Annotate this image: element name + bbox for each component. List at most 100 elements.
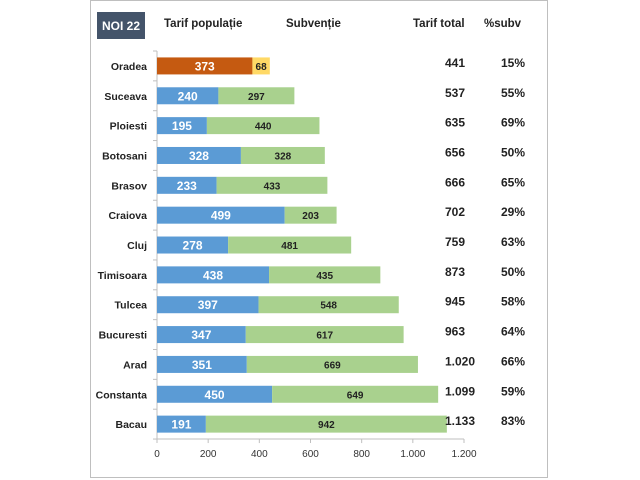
category-label: Timisoara xyxy=(98,270,148,282)
bar-tarif-populatie xyxy=(157,176,217,194)
bar-subventie xyxy=(218,87,295,105)
bar-tarif-populatie xyxy=(157,146,241,164)
bar-subventie xyxy=(269,266,381,284)
data-label-subventie: 440 xyxy=(255,122,272,133)
data-label-subventie: 203 xyxy=(302,211,319,222)
data-label-subventie: 433 xyxy=(264,181,281,192)
pct-subv-value: 59% xyxy=(501,384,525,398)
x-tick-label: 1.000 xyxy=(400,449,425,460)
pct-subv-value: 50% xyxy=(501,145,525,159)
data-label-subventie: 548 xyxy=(320,301,337,312)
data-label-tarif-populatie: 438 xyxy=(203,268,223,282)
bar-subventie xyxy=(245,326,404,344)
tarif-total-value: 759 xyxy=(445,235,465,249)
category-label: Oradea xyxy=(111,61,147,73)
data-label-tarif-populatie: 347 xyxy=(191,328,211,342)
tarif-total-value: 702 xyxy=(445,205,465,219)
data-label-subventie: 617 xyxy=(316,331,333,342)
x-tick-label: 800 xyxy=(353,449,370,460)
bar-subventie xyxy=(205,415,447,433)
category-label: Craiova xyxy=(108,210,147,222)
bar-tarif-populatie xyxy=(157,117,207,135)
data-label-tarif-populatie: 233 xyxy=(177,179,197,193)
bar-tarif-populatie xyxy=(157,385,273,403)
pct-subv-value: 15% xyxy=(501,56,525,70)
bar-tarif-populatie xyxy=(157,206,285,224)
category-label: Tulcea xyxy=(115,300,148,312)
pct-subv-value: 65% xyxy=(501,175,525,189)
header-tarif-populatie: Tarif populație xyxy=(164,18,243,30)
bar-tarif-populatie xyxy=(157,326,246,344)
header-tarif-total: Tarif total xyxy=(413,18,465,30)
data-label-subventie: 297 xyxy=(248,92,265,103)
data-label-tarif-populatie: 373 xyxy=(195,59,215,73)
tarif-total-value: 635 xyxy=(445,116,465,130)
data-label-subventie: 481 xyxy=(281,241,298,252)
data-label-tarif-populatie: 351 xyxy=(192,358,212,372)
tarif-total-value: 873 xyxy=(445,265,465,279)
pct-subv-value: 55% xyxy=(501,86,525,100)
data-label-tarif-populatie: 240 xyxy=(178,89,198,103)
tarif-total-value: 1.133 xyxy=(445,414,475,428)
data-label-subventie: 328 xyxy=(275,151,292,162)
header-pct-subv: %subv xyxy=(484,18,522,30)
bar-tarif-populatie xyxy=(157,57,253,75)
category-label: Arad xyxy=(123,359,147,371)
bar-tarif-populatie xyxy=(157,415,206,433)
bar-subventie xyxy=(258,296,399,314)
data-label-tarif-populatie: 278 xyxy=(183,239,203,253)
x-tick-label: 200 xyxy=(200,449,217,460)
category-label: Cluj xyxy=(127,240,147,252)
data-label-subventie: 669 xyxy=(324,360,341,371)
category-label: Constanta xyxy=(96,389,147,401)
header-subventie: Subvenție xyxy=(286,18,341,30)
bar-tarif-populatie xyxy=(157,296,259,314)
pct-subv-value: 58% xyxy=(501,295,525,309)
data-label-tarif-populatie: 450 xyxy=(205,388,225,402)
x-tick-label: 600 xyxy=(302,449,319,460)
x-tick-label: 1.200 xyxy=(451,449,476,460)
data-label-tarif-populatie: 499 xyxy=(211,209,231,223)
pct-subv-value: 29% xyxy=(501,205,525,219)
data-label-tarif-populatie: 397 xyxy=(198,298,218,312)
bar-subventie xyxy=(216,176,328,194)
tarif-total-value: 537 xyxy=(445,86,465,100)
bar-subventie xyxy=(240,146,325,164)
data-label-subventie: 435 xyxy=(316,271,333,282)
period-badge: NOI 22 xyxy=(97,12,145,39)
category-label: Ploiesti xyxy=(110,121,147,133)
tarif-total-value: 441 xyxy=(445,56,465,70)
category-label: Bucuresti xyxy=(99,330,148,342)
pct-subv-value: 83% xyxy=(501,414,525,428)
bar-subventie xyxy=(228,236,352,254)
pct-subv-value: 50% xyxy=(501,265,525,279)
bar-subventie xyxy=(252,57,270,75)
x-tick-label: 400 xyxy=(251,449,268,460)
x-tick-label: 0 xyxy=(154,449,160,460)
pct-subv-value: 64% xyxy=(501,325,525,339)
bar-tarif-populatie xyxy=(157,236,229,254)
data-label-tarif-populatie: 191 xyxy=(171,418,191,432)
tarif-total-value: 1.020 xyxy=(445,354,475,368)
tarif-total-value: 656 xyxy=(445,145,465,159)
data-label-subventie: 942 xyxy=(318,420,335,431)
category-label: Bacau xyxy=(115,419,147,431)
tarif-total-value: 963 xyxy=(445,325,465,339)
bar-subventie xyxy=(284,206,337,224)
category-label: Botosani xyxy=(102,150,147,162)
tarif-total-value: 945 xyxy=(445,295,465,309)
data-label-tarif-populatie: 328 xyxy=(189,149,209,163)
pct-subv-value: 66% xyxy=(501,354,525,368)
pct-subv-value: 69% xyxy=(501,116,525,130)
data-label-tarif-populatie: 195 xyxy=(172,119,192,133)
data-label-subventie: 649 xyxy=(347,390,364,401)
bar-subventie xyxy=(246,355,418,373)
category-label: Suceava xyxy=(104,91,147,103)
pct-subv-value: 63% xyxy=(501,235,525,249)
bar-subventie xyxy=(206,117,320,135)
data-label-subventie: 68 xyxy=(256,62,268,73)
tarif-total-value: 666 xyxy=(445,175,465,189)
bar-subventie xyxy=(272,385,439,403)
bar-tarif-populatie xyxy=(157,87,219,105)
